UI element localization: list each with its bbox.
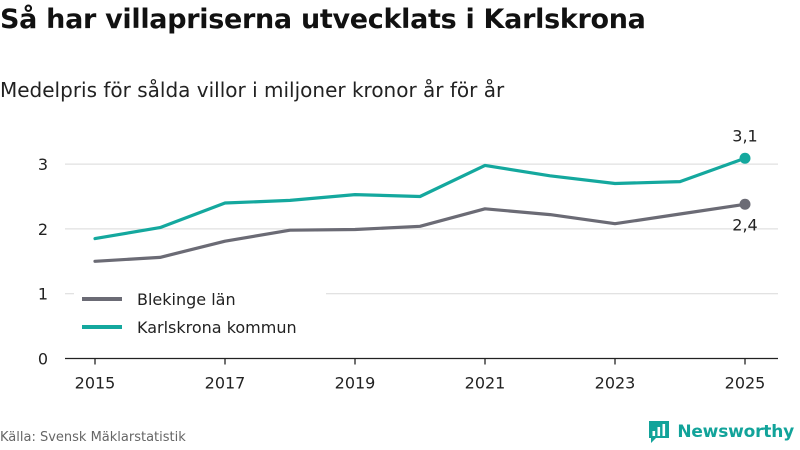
grid-lines [65, 163, 778, 295]
legend-label: Blekinge län [137, 290, 236, 309]
end-point-blekinge [739, 198, 751, 210]
brand-name: Newsworthy [677, 422, 794, 442]
y-tick-label: 1 [38, 285, 48, 304]
x-tick-label: 2019 [335, 374, 376, 393]
series-line-karlskrona [93, 156, 747, 241]
chart-subtitle: Medelpris för sålda villor i miljoner kr… [0, 78, 505, 102]
end-point-karlskrona [739, 152, 751, 164]
chart-title: Så har villapriserna utvecklats i Karlsk… [0, 4, 646, 35]
legend-label: Karlskrona kommun [137, 318, 297, 337]
y-tick-label: 3 [38, 155, 48, 174]
x-tick-label: 2017 [205, 374, 246, 393]
legend: Blekinge län Karlskrona kommun [74, 284, 326, 346]
axes: 0 1 2 3 2015 2017 2019 2021 2023 2025 [38, 155, 778, 393]
x-tick-label: 2015 [75, 374, 116, 393]
x-tick-label: 2025 [725, 374, 766, 393]
source-note: Källa: Svensk Mäklarstatistik [0, 430, 186, 445]
x-tick-label: 2021 [465, 374, 506, 393]
newsworthy-logo-icon [649, 421, 670, 443]
end-value-label-karlskrona: 3,1 [732, 126, 757, 145]
series-lines [93, 152, 751, 263]
x-tick-label: 2023 [595, 374, 636, 393]
series-line-blekinge [93, 202, 747, 263]
brand-logo: Newsworthy [648, 420, 794, 444]
y-tick-label: 0 [38, 350, 48, 369]
legend-background [74, 284, 326, 346]
y-tick-label: 2 [38, 220, 48, 239]
end-value-label-blekinge: 2,4 [732, 215, 757, 234]
data-labels: 2,4 3,1 [732, 126, 757, 234]
